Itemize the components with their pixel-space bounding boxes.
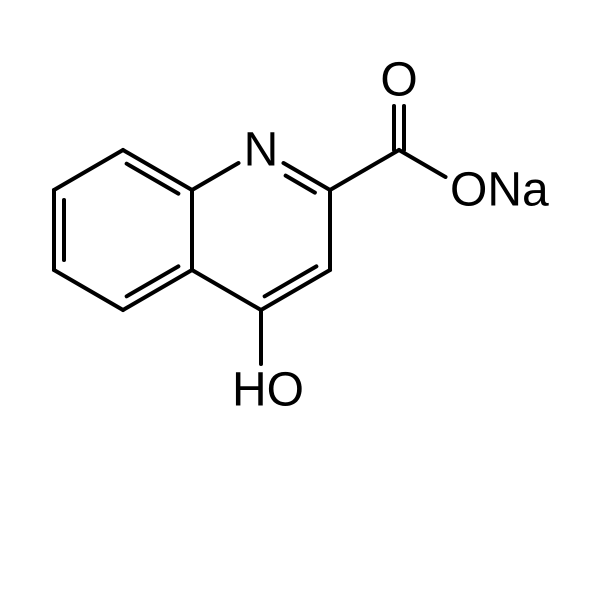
atom-label-o13: ONa [450,164,549,217]
atom-label-o12: O [380,54,417,107]
atom-label-o14: HO [232,364,304,417]
molecule-diagram: N O ONa HO [0,0,600,600]
atom-label-n7: N [244,124,279,177]
